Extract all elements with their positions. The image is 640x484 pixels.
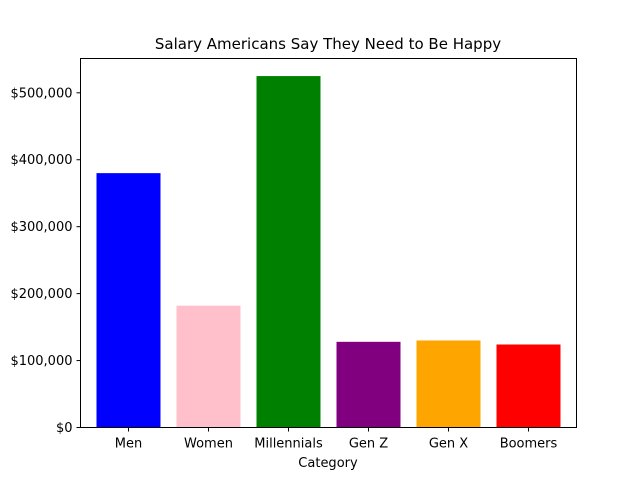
x-tick-label: Millennials: [254, 437, 323, 452]
bars-group: [96, 76, 561, 428]
y-tick-label: $500,000: [10, 86, 72, 101]
bar-millennials: [256, 76, 321, 428]
bar-boomers: [496, 344, 561, 428]
y-tick-label: $200,000: [10, 287, 72, 302]
x-tick-label: Men: [115, 437, 142, 452]
bar-gen-z: [336, 341, 401, 428]
x-tick-label: Gen Z: [349, 437, 388, 452]
bar-men: [96, 173, 161, 428]
x-tick-label: Boomers: [500, 437, 558, 452]
y-tick-label: $400,000: [10, 153, 72, 168]
chart-title: Salary Americans Say They Need to Be Hap…: [155, 35, 501, 53]
plot-area-frame: [80, 58, 577, 428]
y-tick-label: $100,000: [10, 354, 72, 369]
y-tick-label: $0: [56, 421, 73, 436]
bar-gen-x: [416, 340, 481, 428]
x-axis-label: Category: [298, 456, 358, 471]
y-axis: $0 $100,000 $200,000 $300,000 $400,000 $500,0…: [10, 86, 81, 436]
x-tick-label: Women: [184, 437, 233, 452]
bar-women: [176, 305, 241, 428]
x-axis: Men Women Millennials Gen Z Gen X Boomers: [115, 427, 558, 452]
x-tick-label: Gen X: [429, 437, 468, 452]
y-tick-label: $300,000: [10, 220, 72, 235]
